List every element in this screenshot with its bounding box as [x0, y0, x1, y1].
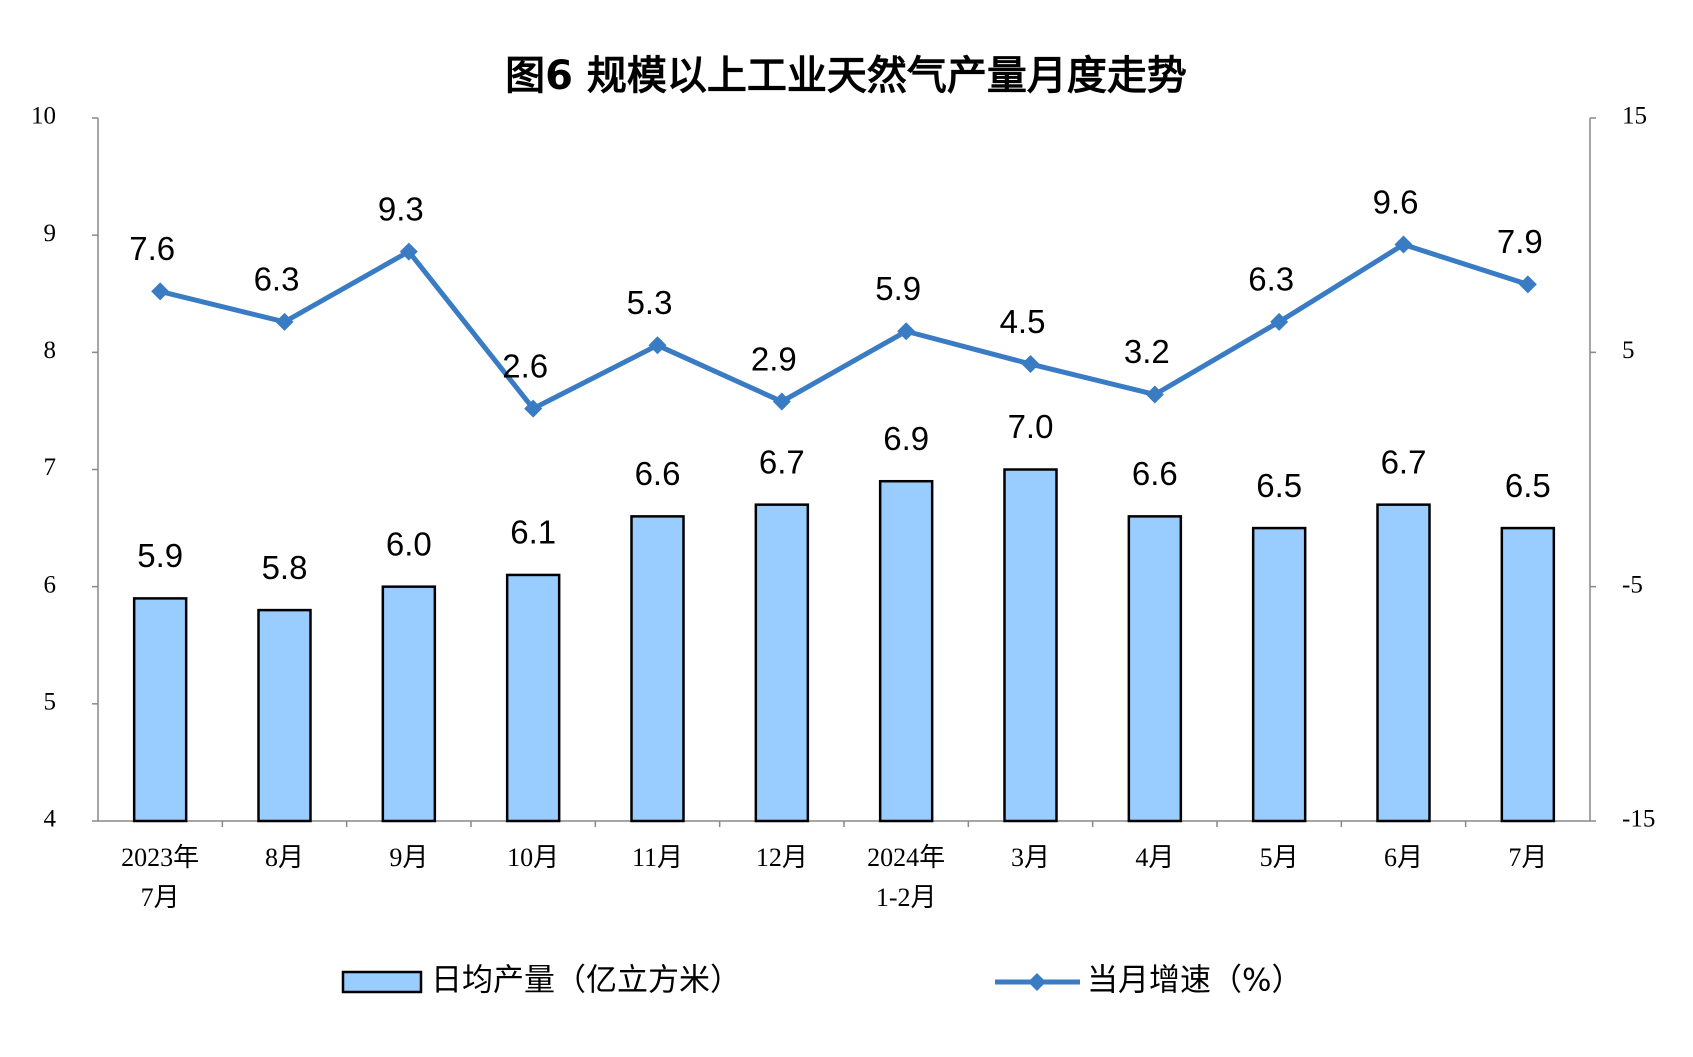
y-tick-label: 5: [44, 689, 57, 716]
bar: [1127, 515, 1183, 823]
bar-value-label: 6.9: [883, 420, 929, 457]
bar-value-label: 6.1: [510, 514, 556, 551]
line-marker: [648, 336, 667, 355]
line-marker: [1021, 355, 1040, 374]
x-tick-label: 7月: [1508, 843, 1547, 872]
bar-value-label: 6.5: [1256, 467, 1302, 504]
bar-value-label: 6.7: [759, 443, 805, 480]
line-marker: [275, 312, 294, 331]
line-value-label: 2.9: [751, 340, 797, 377]
x-tick-label: 12月: [756, 843, 808, 872]
x-tick-label: 6月: [1384, 843, 1423, 872]
bar-value-label: 6.6: [635, 455, 681, 492]
bar: [1376, 503, 1431, 823]
line-value-label: 3.2: [1124, 333, 1170, 370]
line-value-label: 2.6: [502, 347, 548, 384]
line-marker: [1394, 235, 1413, 254]
line-marker: [399, 242, 418, 261]
line-value-label: 7.9: [1497, 223, 1543, 260]
y-tick-label: 8: [44, 337, 57, 364]
x-tick-label: 1-2月: [876, 883, 937, 912]
line-marker: [772, 392, 791, 411]
bar: [1500, 526, 1556, 823]
x-tick-label: 11月: [632, 843, 683, 872]
y-tick-label: 10: [31, 103, 56, 130]
x-tick-label: 4月: [1135, 843, 1174, 872]
bar: [257, 608, 312, 823]
bar-value-label: 6.7: [1381, 443, 1427, 480]
line-value-label: 9.6: [1373, 183, 1419, 220]
line-marker: [1518, 275, 1537, 294]
line: [159, 241, 1529, 412]
y2-tick-label: -15: [1622, 806, 1655, 833]
line-marker: [151, 282, 170, 301]
line-value-label: 7.6: [129, 230, 175, 267]
line-marker: [897, 322, 916, 341]
bar-value-label: 5.8: [262, 549, 308, 586]
x-tick-label: 3月: [1011, 843, 1050, 872]
x-tick-label: 5月: [1260, 843, 1299, 872]
bar: [132, 597, 188, 823]
line-value-label: 6.3: [1248, 261, 1294, 298]
x-tick-label: 10月: [507, 843, 559, 872]
bar: [505, 573, 561, 823]
x-tick-label: 8月: [265, 843, 304, 872]
line-marker: [524, 399, 543, 418]
bar: [878, 479, 934, 823]
line-marker: [1270, 312, 1289, 331]
y2-tick-label: 15: [1622, 103, 1647, 130]
x-tick-label: 9月: [389, 843, 428, 872]
line-marker: [1145, 385, 1164, 404]
line-value-label: 4.5: [1000, 303, 1046, 340]
line-value-label: 5.3: [627, 284, 673, 321]
legend-marker: [1028, 973, 1046, 991]
bar-value-label: 6.0: [386, 525, 432, 562]
line-value-label: 5.9: [875, 270, 921, 307]
bar-value-label: 5.9: [137, 537, 183, 574]
legend-swatch: [341, 970, 423, 994]
x-tick-label: 2024年: [867, 843, 945, 872]
line-value-label: 6.3: [254, 261, 300, 298]
y2-tick-label: -5: [1622, 571, 1643, 598]
y-tick-label: 6: [44, 571, 57, 598]
bar-value-label: 7.0: [1008, 408, 1054, 445]
y-tick-label: 9: [44, 220, 57, 247]
y2-tick-label: 5: [1622, 337, 1635, 364]
line-value-label: 9.3: [378, 190, 424, 227]
bar: [630, 515, 685, 823]
x-tick-label: 2023年: [121, 843, 199, 872]
chart-title: 图6 规模以上工业天然气产量月度走势: [505, 53, 1187, 99]
bar: [1251, 526, 1307, 823]
x-tick-label: 7月: [141, 883, 180, 912]
bar: [1003, 468, 1058, 823]
y-tick-label: 7: [44, 454, 57, 481]
bar: [754, 503, 810, 823]
legend-label: 当月增速（%）: [1087, 963, 1302, 999]
legend-label: 日均产量（亿立方米）: [431, 963, 741, 999]
y-tick-label: 4: [44, 806, 57, 833]
bar: [381, 585, 437, 823]
bar-value-label: 6.5: [1505, 467, 1551, 504]
bar-value-label: 6.6: [1132, 455, 1178, 492]
